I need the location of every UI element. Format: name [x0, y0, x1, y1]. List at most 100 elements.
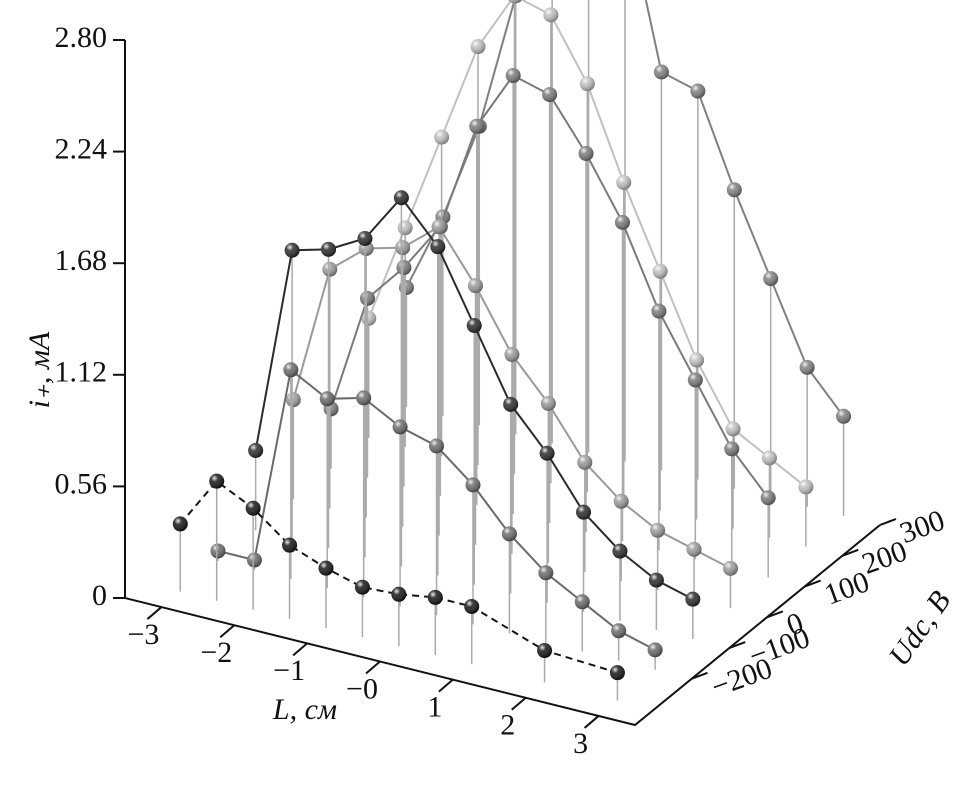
x-tick-label: 1 [427, 691, 442, 724]
point-shine [466, 318, 482, 334]
point-shine [282, 537, 298, 553]
y-tick [804, 579, 821, 588]
point-shine [172, 516, 188, 532]
point-shine [397, 220, 413, 236]
point-shine [542, 87, 558, 103]
point-shine [836, 408, 852, 424]
axes: 00.561.121.682.242.80−3−2−1−0123−200−100… [55, 21, 950, 760]
point-shine [283, 362, 299, 378]
point-shine [501, 526, 517, 542]
x-tick-label: −2 [200, 636, 232, 669]
z-tick-label: 2.80 [55, 21, 108, 54]
point-shine [543, 7, 559, 23]
point-shine [503, 396, 519, 412]
point-shine [726, 182, 742, 198]
point-shine [504, 347, 520, 363]
point-shine [210, 543, 226, 559]
point-shine [537, 643, 553, 659]
point-shine [648, 572, 664, 588]
point-shine [357, 231, 373, 247]
point-shine [687, 372, 703, 388]
series [398, 0, 852, 516]
point-shine [650, 522, 666, 538]
point-shine [609, 665, 625, 681]
point-shine [505, 68, 521, 84]
point-shine [465, 477, 481, 493]
point-shine [686, 541, 702, 557]
y-axis-title: Udc, В [882, 585, 957, 672]
z-tick-label: 1.12 [55, 356, 108, 389]
point-shine [470, 39, 486, 55]
point-shine [393, 190, 409, 206]
point-shine [613, 493, 629, 509]
point-shine [431, 219, 447, 235]
point-shine [318, 560, 334, 576]
x-tick [438, 678, 454, 693]
series [285, 219, 738, 609]
point-shine [760, 490, 776, 506]
series [323, 68, 776, 578]
point-shine [577, 454, 593, 470]
point-shine [246, 552, 262, 568]
point-shine [612, 543, 628, 559]
point-shine [761, 450, 777, 466]
x-tick-label: 2 [500, 709, 515, 742]
point-shine [467, 278, 483, 294]
point-shine [508, 0, 521, 4]
point-shine [579, 76, 595, 92]
x-tick [365, 660, 381, 675]
point-shine [540, 395, 556, 411]
point-shine [356, 390, 372, 406]
point-shine [391, 586, 407, 602]
x-tick-label: −3 [127, 618, 159, 651]
point-shine [611, 623, 627, 639]
point-shine [285, 392, 301, 408]
x-axis-title: L, см [272, 693, 337, 726]
point-shine [578, 145, 594, 161]
point-shine [616, 174, 632, 190]
point-shine [576, 504, 592, 520]
point-shine [248, 442, 264, 458]
point-shine [653, 64, 669, 80]
point-shine [725, 421, 741, 437]
y-tick-label: 300 [895, 504, 949, 550]
series [172, 473, 625, 701]
x-tick [511, 697, 527, 711]
series [248, 190, 701, 640]
axis-line [124, 40, 881, 727]
y-tick [691, 671, 708, 680]
point-shine [322, 261, 338, 277]
point-shine [798, 479, 814, 495]
point-shine [689, 352, 705, 368]
point-shine [429, 438, 445, 454]
point-shine [430, 239, 446, 255]
point-shine [799, 359, 815, 375]
point-shine [319, 391, 335, 407]
x-tick [146, 606, 163, 620]
point-shine [722, 560, 738, 576]
z-tick-label: 0.56 [55, 467, 108, 500]
point-shine [651, 303, 667, 319]
x-tick-label: −0 [346, 672, 378, 705]
point-shine [469, 118, 485, 134]
point-shine [690, 83, 706, 99]
series-line [179, 479, 618, 674]
y-tick [841, 548, 859, 557]
point-shine [284, 242, 300, 258]
x-tick [583, 715, 600, 729]
point-shine [321, 241, 337, 257]
x-tick-label: 3 [573, 727, 588, 760]
point-shine [464, 598, 480, 614]
y-tick [879, 518, 897, 526]
z-tick-label: 2.24 [55, 132, 108, 165]
x-tick-label: −1 [273, 654, 305, 687]
series [210, 362, 663, 670]
point-shine [354, 579, 370, 595]
point-shine [395, 240, 411, 256]
z-axis-title: i₊, мА [23, 331, 56, 408]
point-shine [427, 589, 443, 605]
point-shine [574, 594, 590, 610]
point-shine [652, 263, 668, 279]
point-shine [724, 441, 740, 457]
